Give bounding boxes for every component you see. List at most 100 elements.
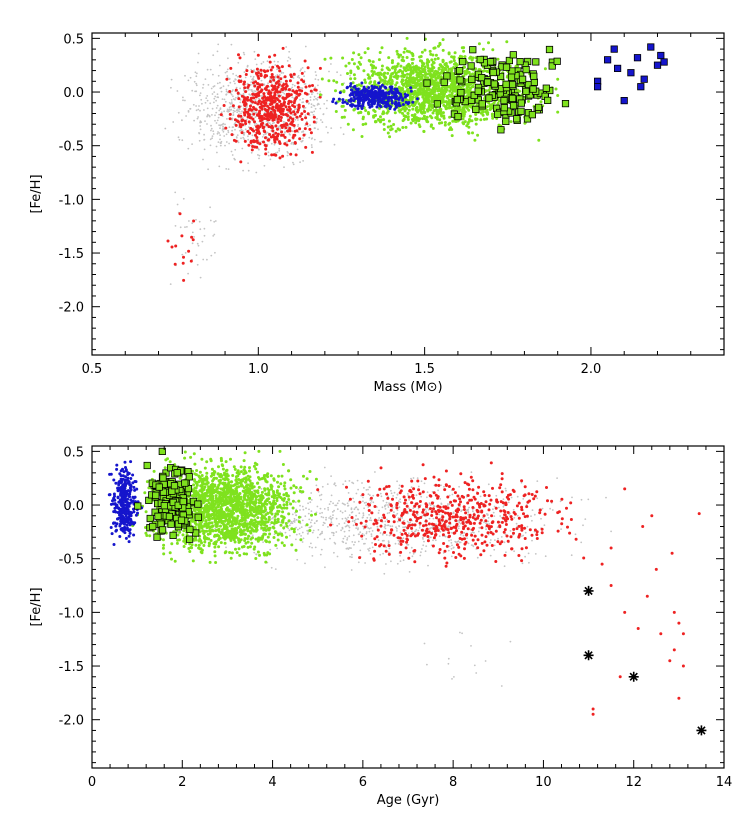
data-point	[445, 484, 448, 487]
data-point	[381, 516, 383, 519]
data-point	[362, 516, 364, 519]
data-point	[273, 53, 277, 57]
data-point	[570, 554, 573, 557]
data-point	[276, 127, 279, 131]
data-point	[202, 83, 205, 86]
data-point	[262, 134, 265, 136]
data-point	[460, 55, 464, 59]
data-point	[270, 142, 273, 145]
data-point	[380, 68, 384, 72]
data-point	[535, 103, 543, 111]
data-point	[297, 528, 299, 531]
data-point	[418, 500, 422, 503]
data-point	[182, 99, 184, 102]
data-point	[450, 542, 453, 544]
data-point	[229, 103, 232, 105]
data-point	[487, 483, 490, 486]
data-point	[187, 249, 191, 253]
data-point	[399, 560, 402, 562]
data-point	[276, 64, 279, 68]
data-point	[227, 57, 229, 60]
data-point	[530, 78, 539, 86]
data-point	[363, 534, 366, 537]
data-point	[351, 556, 353, 559]
data-point	[423, 482, 426, 485]
data-point	[271, 122, 274, 125]
data-point	[489, 68, 497, 77]
data-point	[421, 536, 424, 539]
data-point	[314, 78, 317, 80]
data-point	[510, 496, 513, 499]
data-point	[269, 135, 273, 139]
data-point	[339, 74, 342, 76]
data-point	[335, 504, 338, 507]
data-point	[450, 91, 454, 95]
data-point	[301, 519, 304, 522]
data-point	[383, 526, 386, 528]
data-point	[292, 72, 296, 76]
data-point	[274, 568, 277, 570]
data-point	[348, 84, 352, 88]
data-point	[251, 92, 255, 96]
data-point	[367, 112, 371, 116]
data-point	[241, 147, 244, 150]
data-point	[406, 111, 410, 115]
data-point	[250, 89, 253, 91]
data-point	[355, 506, 358, 509]
data-point	[395, 49, 399, 53]
data-point	[393, 111, 397, 115]
data-point	[415, 494, 418, 497]
data-point	[299, 161, 301, 164]
data-point	[404, 526, 407, 528]
data-point	[485, 522, 487, 525]
data-point	[349, 77, 353, 81]
data-point	[244, 73, 248, 76]
data-point	[423, 642, 426, 645]
data-point	[196, 117, 199, 120]
data-point	[332, 534, 335, 537]
data-point	[263, 164, 266, 167]
data-point	[292, 143, 295, 146]
data-point	[343, 108, 347, 112]
data-point	[407, 532, 410, 535]
data-point	[255, 67, 259, 71]
data-point	[217, 43, 220, 46]
data-point	[268, 95, 272, 98]
data-point	[332, 502, 334, 505]
data-point	[372, 494, 375, 497]
data-point	[288, 107, 292, 111]
data-point	[232, 109, 235, 112]
data-point	[341, 540, 344, 543]
data-point	[528, 561, 530, 564]
data-point	[434, 493, 438, 497]
data-point	[195, 254, 198, 256]
data-point	[372, 522, 376, 526]
data-point	[382, 499, 385, 502]
data-point	[437, 74, 441, 78]
data-point	[423, 540, 425, 543]
data-point	[253, 70, 256, 73]
data-point	[378, 51, 382, 54]
data-point	[311, 546, 313, 549]
data-point	[261, 121, 265, 125]
data-point	[316, 92, 319, 95]
data-point	[377, 58, 381, 62]
data-point	[266, 110, 269, 114]
data-point	[543, 67, 547, 71]
data-point	[279, 119, 283, 122]
data-point	[396, 530, 398, 532]
data-point	[416, 83, 420, 87]
data-point	[229, 66, 233, 70]
data-point	[478, 521, 482, 525]
data-point	[408, 95, 412, 99]
data-point	[189, 259, 193, 263]
data-point	[226, 75, 229, 77]
data-point	[407, 108, 411, 112]
data-point	[275, 89, 279, 93]
data-point	[477, 42, 481, 46]
data-point	[365, 523, 367, 526]
data-point	[240, 94, 244, 98]
data-point	[373, 80, 377, 84]
data-point	[257, 154, 259, 156]
data-point	[260, 107, 264, 111]
